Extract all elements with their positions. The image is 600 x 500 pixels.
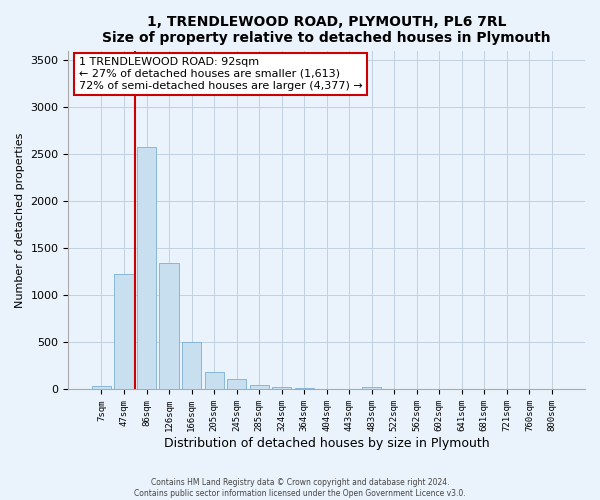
Text: 1 TRENDLEWOOD ROAD: 92sqm
← 27% of detached houses are smaller (1,613)
72% of se: 1 TRENDLEWOOD ROAD: 92sqm ← 27% of detac… — [79, 58, 362, 90]
Bar — [272, 386, 291, 390]
Bar — [362, 387, 382, 390]
Bar — [92, 386, 111, 390]
Bar — [137, 146, 156, 390]
Bar — [205, 372, 224, 390]
Text: Contains HM Land Registry data © Crown copyright and database right 2024.
Contai: Contains HM Land Registry data © Crown c… — [134, 478, 466, 498]
Bar — [160, 264, 179, 390]
Bar — [182, 342, 201, 390]
X-axis label: Distribution of detached houses by size in Plymouth: Distribution of detached houses by size … — [164, 437, 490, 450]
Y-axis label: Number of detached properties: Number of detached properties — [15, 132, 25, 308]
Title: 1, TRENDLEWOOD ROAD, PLYMOUTH, PL6 7RL
Size of property relative to detached hou: 1, TRENDLEWOOD ROAD, PLYMOUTH, PL6 7RL S… — [103, 15, 551, 45]
Bar — [295, 388, 314, 390]
Bar — [115, 274, 134, 390]
Bar — [250, 385, 269, 390]
Bar — [227, 379, 246, 390]
